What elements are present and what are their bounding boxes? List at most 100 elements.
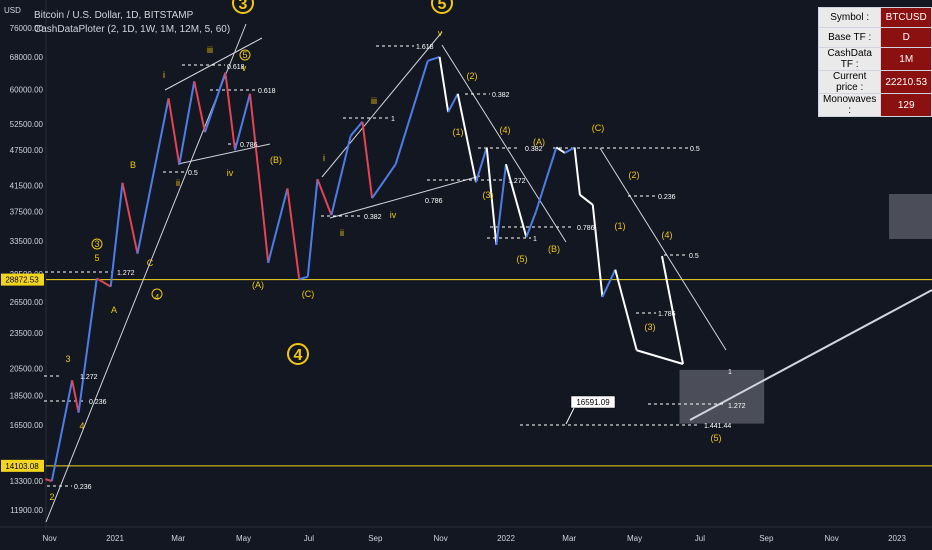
- info-key: Symbol :: [817, 7, 882, 28]
- wave-label: ii: [176, 178, 180, 188]
- fib-ratio-label: 1.786: [658, 311, 676, 318]
- wave-label: i: [163, 70, 165, 80]
- price-segment-down: [438, 56, 450, 113]
- fib-ratio-label: 1.441.44: [704, 423, 731, 430]
- y-tick-label: 60000.00: [10, 85, 44, 94]
- info-value: 1M: [880, 47, 932, 71]
- info-row-monowaves: Monowaves :129: [817, 93, 932, 117]
- x-tick-label: 2023: [888, 534, 906, 543]
- price-segment-up: [306, 178, 319, 277]
- wave-label: (3): [645, 322, 656, 332]
- price-segment-up: [349, 121, 364, 137]
- price-segment-up: [234, 93, 251, 151]
- wave-label: (5): [517, 254, 528, 264]
- fib-ratio-label: 0.786: [577, 225, 595, 232]
- wave-circle: [431, 0, 453, 14]
- fib-ratio-label: 0.236: [74, 484, 92, 491]
- price-segment-up: [525, 211, 537, 238]
- x-tick-label: Mar: [171, 534, 185, 543]
- wave-label: (A): [533, 137, 545, 147]
- price-segment-up: [178, 81, 196, 165]
- wave-label: i: [323, 153, 325, 163]
- wave-label: v: [242, 63, 247, 73]
- fib-ratio-label: 0.382: [525, 146, 543, 153]
- trend-line: [321, 31, 443, 178]
- wave-label-major: 4: [294, 347, 303, 364]
- price-segment-up: [427, 55, 440, 62]
- wave-label: 4: [79, 421, 84, 431]
- info-value: D: [880, 27, 932, 48]
- info-key: Current price :: [817, 70, 882, 94]
- price-segment-down: [555, 146, 566, 154]
- y-tick-label: 47500.00: [10, 146, 44, 155]
- price-callout-label: 16591.09: [576, 398, 610, 407]
- wave-label: ii: [340, 228, 344, 238]
- price-segment-up: [330, 135, 352, 216]
- info-key: Monowaves :: [817, 93, 882, 117]
- trend-line: [329, 175, 481, 219]
- trend-line: [689, 289, 932, 421]
- price-segment-down: [505, 163, 528, 238]
- wave-label-major: 5: [438, 0, 447, 13]
- price-segment-down: [248, 93, 264, 212]
- chart-title: Bitcoin / U.S. Dollar, 1D, BITSTAMP: [34, 10, 194, 21]
- price-segment-down: [614, 269, 638, 351]
- wave-label: iv: [227, 168, 234, 178]
- fib-ratio-label: 1.272: [80, 374, 98, 381]
- price-segment-up: [77, 278, 98, 413]
- price-segment-up: [298, 275, 309, 281]
- wave-label: iii: [371, 96, 377, 106]
- info-row-base-tf: Base TF :D: [817, 27, 932, 48]
- fib-ratio-label: 0.618: [258, 88, 276, 95]
- price-segment-down: [636, 349, 684, 365]
- wave-label: C: [147, 258, 154, 268]
- y-tick-label: 26500.00: [10, 298, 44, 307]
- trend-line: [441, 44, 567, 243]
- wave-label: (A): [252, 280, 264, 290]
- y-tick-label: 68000.00: [10, 53, 44, 62]
- price-segment-down: [316, 178, 333, 216]
- fib-ratio-label: 0.5: [689, 253, 699, 260]
- info-key: CashData TF :: [817, 47, 882, 71]
- price-segment-down: [485, 147, 498, 245]
- price-segment-up: [371, 163, 397, 199]
- wave-label: (2): [629, 170, 640, 180]
- info-row-cashdata-tf: CashData TF :1M: [817, 47, 932, 71]
- price-segment-up: [495, 164, 507, 245]
- price-callout-box: [570, 395, 616, 409]
- wave-label: iv: [390, 210, 397, 220]
- x-tick-label: Nov: [434, 534, 448, 543]
- price-segment-up: [50, 380, 74, 482]
- price-level-label: 28872.53: [5, 276, 39, 285]
- price-segment-up: [204, 72, 227, 133]
- price-segment-down: [591, 204, 604, 298]
- fib-ratio-label: 0.236: [89, 399, 107, 406]
- fib-ratio-label: 1: [533, 236, 537, 243]
- wave-label: A: [111, 305, 117, 315]
- x-tick-label: Nov: [43, 534, 57, 543]
- y-tick-label: 33500.00: [10, 237, 44, 246]
- price-segment-down: [96, 277, 112, 288]
- fib-ratio-label: 0.382: [364, 214, 382, 221]
- info-table: Symbol : BTCUSD Base TF :D CashData TF :1…: [817, 7, 932, 117]
- resistance-zone-box: [889, 194, 932, 239]
- price-segment-down: [361, 121, 374, 199]
- wave-label: 3: [65, 354, 70, 364]
- y-tick-label: 76000.00: [10, 24, 44, 33]
- fib-ratio-label: 0.5: [188, 170, 198, 177]
- y-axis-unit: USD: [4, 6, 21, 15]
- fib-ratio-label: 1: [728, 369, 732, 376]
- price-segment-down: [71, 380, 80, 413]
- x-tick-label: May: [236, 534, 251, 543]
- wave-label: (B): [548, 244, 560, 254]
- info-key: Base TF :: [817, 27, 882, 48]
- fib-ratio-label: 1.272: [508, 178, 526, 185]
- price-segment-down: [167, 98, 181, 165]
- x-tick-label: Jul: [304, 534, 314, 543]
- info-row-symbol: Symbol : BTCUSD: [817, 7, 932, 28]
- wave-label: 3: [94, 239, 99, 249]
- trend-line: [177, 143, 271, 165]
- price-segment-up: [475, 147, 488, 183]
